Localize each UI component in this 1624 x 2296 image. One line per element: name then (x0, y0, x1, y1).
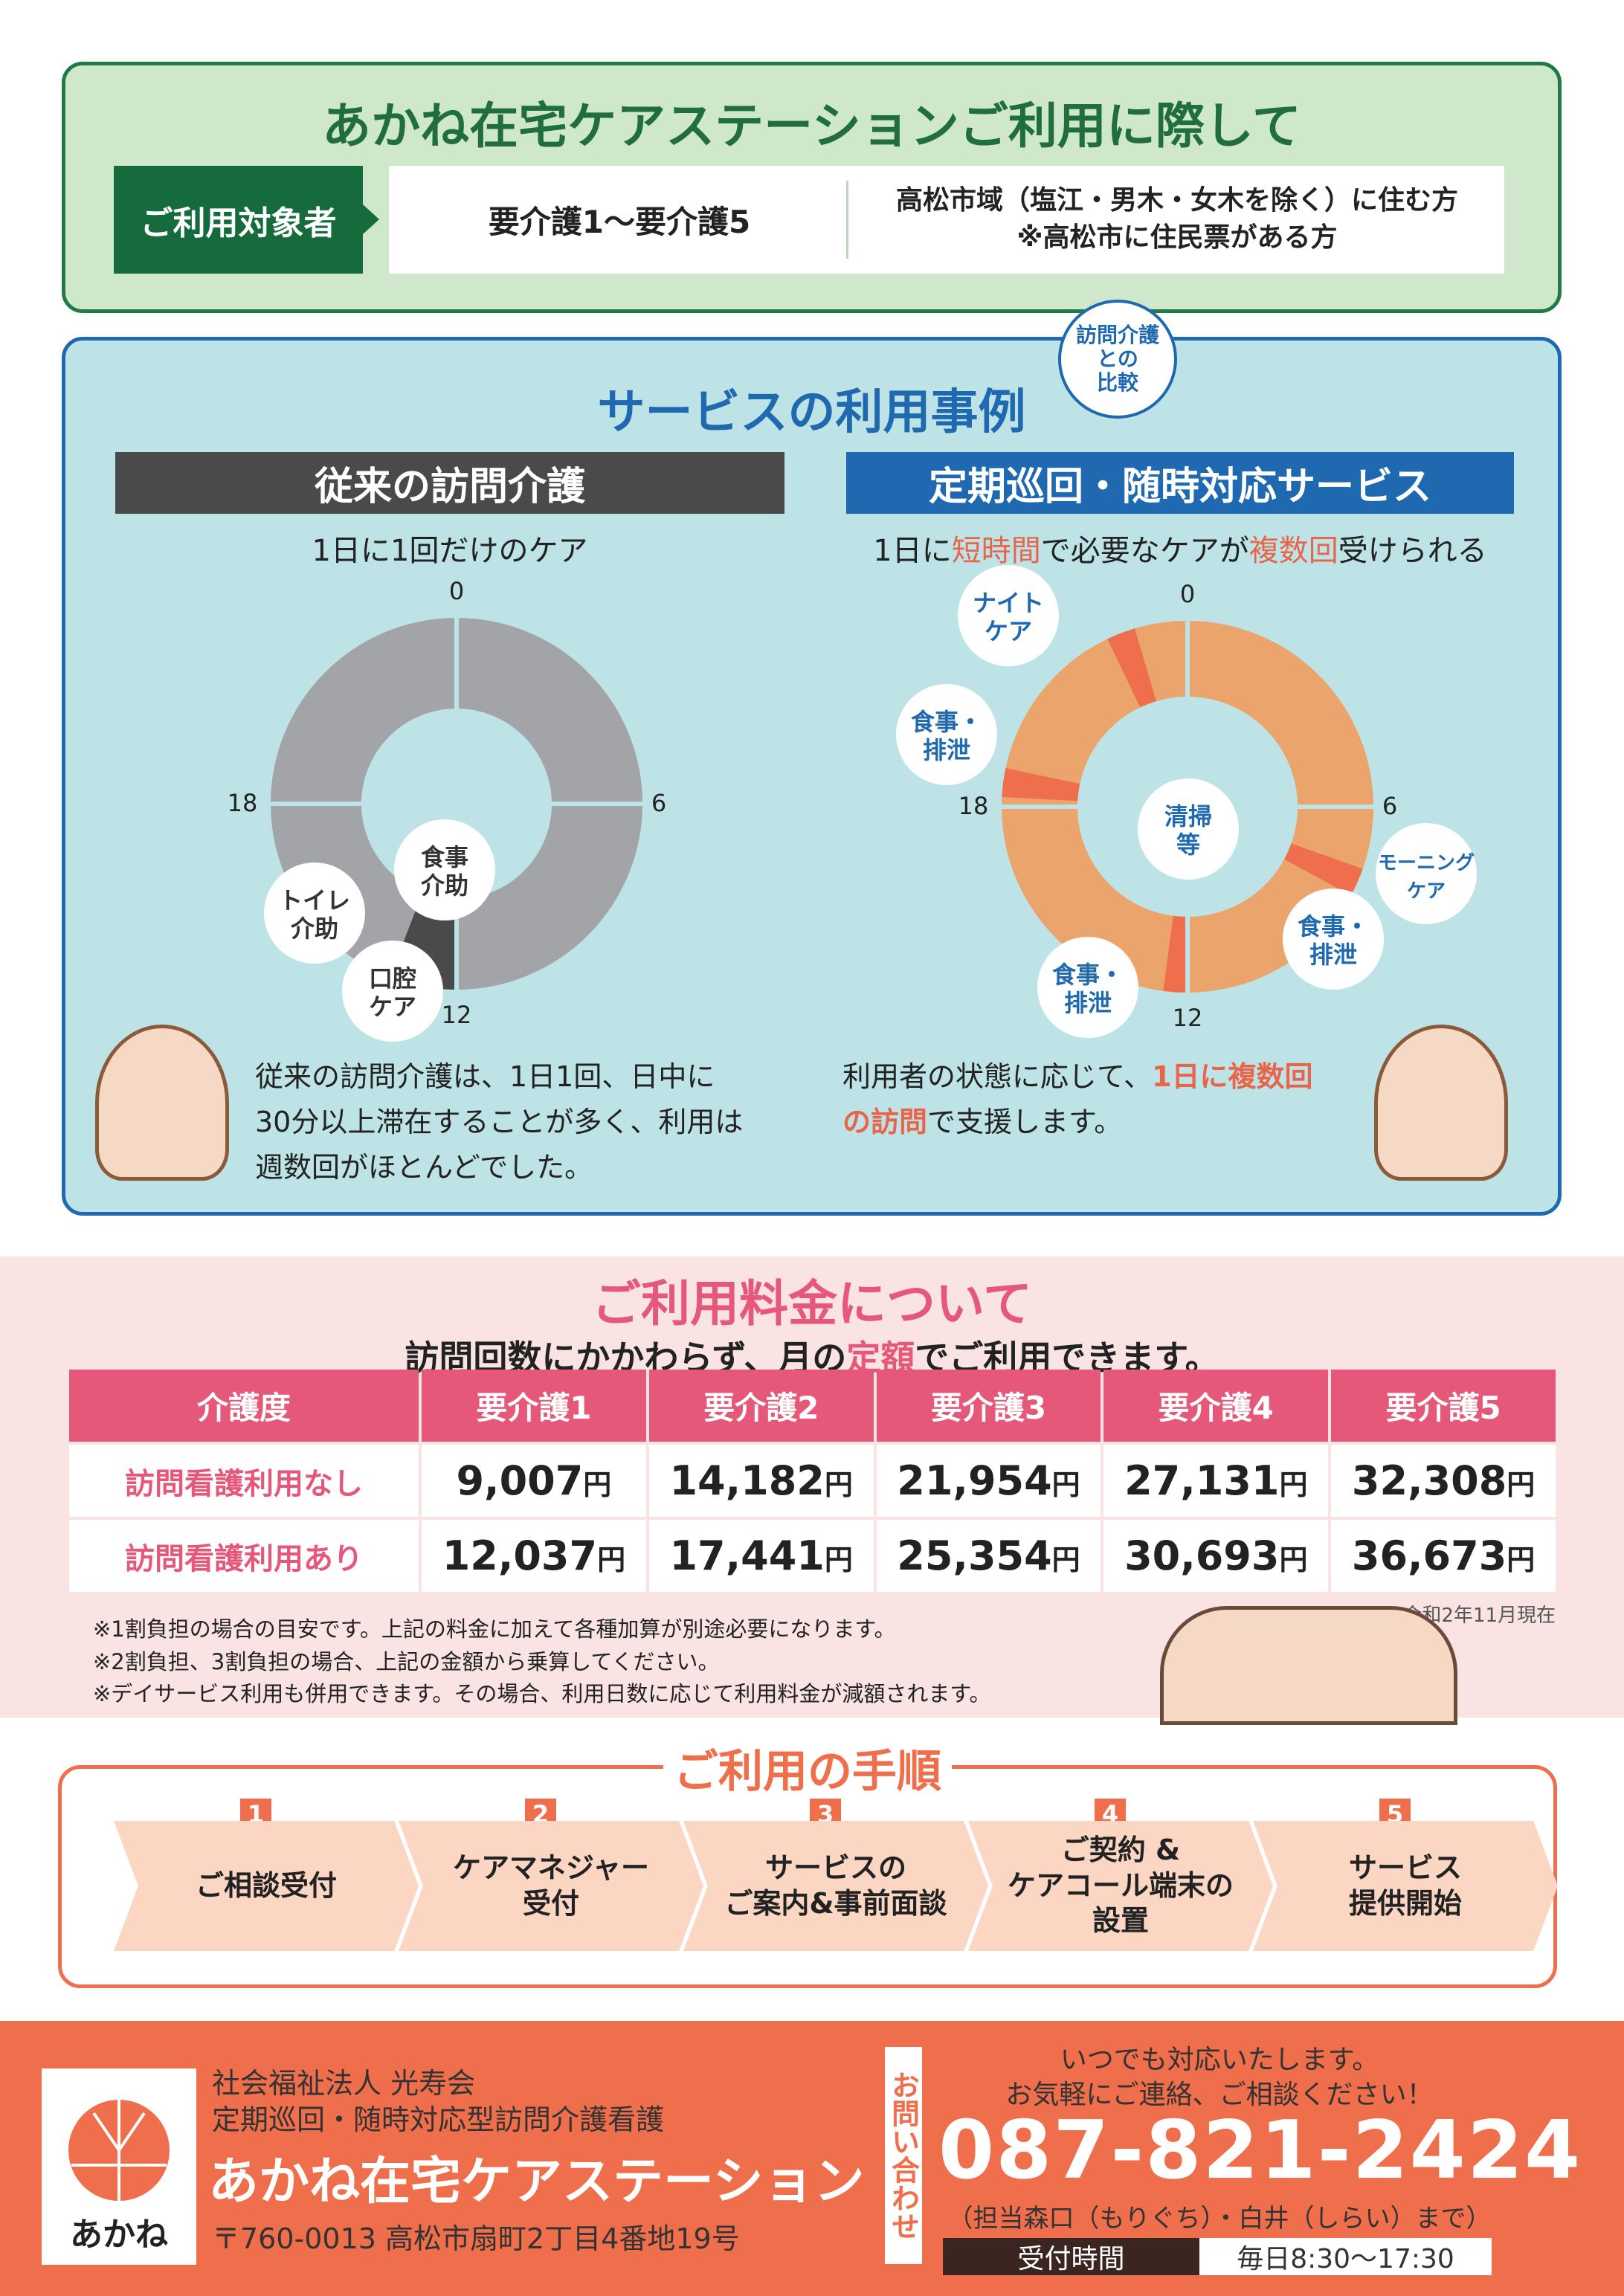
left-description: 従来の訪問介護は、1日1回、日中に 30分以上滞在することが多く、利用は 週数回がほ… (255, 1060, 744, 1184)
right-bubble-label: 食事・ (1052, 961, 1124, 989)
left-subtitle: 1日に1回だけのケア (312, 534, 588, 568)
pricing-section: ご利用料金について 訪問回数にかかわらず、月の定額でご利用できます。 介護度 要介… (0, 1257, 1624, 1725)
left-hour-tick: 12 (442, 1001, 472, 1029)
org-name: 社会福祉法人 光寿会 (212, 2067, 476, 2100)
left-speech-bubble (394, 819, 495, 920)
right-bubble-label: 排泄 (1064, 989, 1112, 1017)
address: 〒760-0013 高松市扇町2丁目4番地19号 (212, 2222, 740, 2255)
area-note: ※高松市に住民票がある方 (1016, 222, 1338, 254)
contact-persons: （担当森口（もりぐち）・白井（しらい）まで） (947, 2204, 1492, 2234)
right-bubble-label: 排泄 (1309, 941, 1357, 969)
right-bubble-label: 食事・ (1298, 912, 1369, 941)
pricing-title: ご利用料金について (591, 1275, 1033, 1332)
right-hour-tick: 0 (1180, 580, 1195, 608)
right-header: 定期巡回・随時対応サービス (846, 452, 1514, 514)
right-speech-bubble (958, 565, 1059, 666)
right-subtitle: 1日に短時間で必要なケアが複数回受けられる (873, 534, 1487, 568)
footer: あかね 社会福祉法人 光寿会 定期巡回・随時対応型訪問介護看護 あかね在宅ケアス… (0, 2021, 1624, 2296)
left-bubble-label: 口腔 (369, 964, 416, 993)
left-bubble-label: トイレ (279, 886, 350, 915)
smiling-woman-illustration (1374, 1025, 1508, 1181)
step-3: サービスの ご案内&事前面談 (683, 1821, 988, 1951)
right-care-segment (1107, 628, 1156, 708)
right-bubble-label: ケア (1407, 880, 1446, 903)
service-type: 定期巡回・随時対応型訪問介護看護 (212, 2103, 665, 2137)
contact-label: お問い合わせ (885, 2047, 922, 2264)
procedure-title: ご利用の手順 (663, 1735, 952, 1800)
right-bubble-label: ケア (985, 617, 1032, 645)
left-bubble-label: ケア (369, 993, 416, 1021)
left-bubble-label: 介助 (420, 871, 468, 900)
svg-text:あかね: あかね (70, 2216, 168, 2254)
table-header-row: 介護度 要介護1 要介護2 要介護3 要介護4 要介護5 (69, 1370, 1556, 1442)
right-care-segment (1002, 768, 1080, 802)
right-speech-bubble (1037, 937, 1138, 1038)
left-day-ring: 061218食事介助トイレ介助口腔ケア061218ナイトケア食事・排泄清掃等モー… (228, 565, 1477, 1042)
right-bubble-label: ナイト (973, 589, 1044, 617)
target-tag: ご利用対象者 (114, 166, 379, 274)
left-hour-tick: 18 (228, 789, 258, 817)
left-hour-tick: 0 (449, 577, 464, 605)
left-hour-tick: 6 (651, 789, 666, 817)
right-bubble-label: モーニング (1378, 852, 1475, 874)
hours-value: 毎日8:30～17:30 (1199, 2238, 1492, 2275)
step-5: サービス 提供開始 (1253, 1821, 1558, 1951)
phone-number[interactable]: 087-821-2424 (938, 2104, 1582, 2197)
eligibility-section: あかね在宅ケアステーションご利用に際して ご利用対象者 要介護1～要介護5 高松… (62, 62, 1562, 313)
right-speech-bubble (896, 684, 997, 785)
left-speech-bubble (342, 941, 443, 1042)
right-speech-bubble (1138, 778, 1239, 880)
target-info: 要介護1～要介護5 高松市域（塩江・男木・女木を除く）に住む方 ※高松市に住民票… (389, 166, 1504, 274)
step-1: ご相談受付 (114, 1821, 419, 1951)
right-bubble-label: 排泄 (923, 736, 970, 764)
right-description: 利用者の状態に応じて、1日に複数回 の訪問で支援します。 (842, 1060, 1313, 1138)
left-header: 従来の訪問介護 (115, 452, 784, 514)
step-2: ケアマネジャー 受付 (399, 1821, 703, 1951)
right-speech-bubble (1376, 823, 1477, 924)
right-care-segment (1284, 843, 1363, 896)
right-bubble-label: 食事・ (911, 708, 982, 736)
station-name: あかね在宅ケアステーション (208, 2152, 865, 2211)
eligibility-title: あかね在宅ケアステーションご利用に際して (322, 97, 1301, 155)
table-row: 訪問看護利用なし 9,007円 14,182円 21,954円 27,131円 32,30… (69, 1445, 1556, 1517)
service-title: サービスの利用事例 (597, 385, 1026, 440)
right-speech-bubble (1283, 889, 1384, 990)
left-bubble-label: 食事 (421, 843, 468, 871)
service-section: サービスの利用事例 訪問介護 との 比較 従来の訪問介護 定期巡回・随時対応サービス… (62, 300, 1562, 1216)
right-hour-tick: 18 (958, 792, 989, 820)
care-level: 要介護1～要介護5 (488, 204, 751, 240)
price-table: 介護度 要介護1 要介護2 要介護3 要介護4 要介護5 訪問看護利用なし 9,007円 14… (66, 1367, 1559, 1595)
pricing-notes: ※1割負担の場合の目安です。上記の料金に加えて各種加算が別途必要になります。 ※2… (93, 1616, 991, 1706)
staff-illustration (1160, 1606, 1457, 1725)
right-hour-tick: 12 (1173, 1004, 1203, 1032)
comparison-badge: 訪問介護 との 比較 (1058, 300, 1177, 419)
table-row: 訪問看護利用あり 12,037円 17,441円 25,354円 30,693円 36,6… (69, 1520, 1556, 1592)
akane-logo: あかね (42, 2068, 196, 2265)
area-line: 高松市域（塩江・男木・女木を除く）に住む方 (895, 185, 1458, 216)
step-4: ご契約 & ケアコール端末の 設置 (968, 1821, 1273, 1951)
hours-label: 受付時間 (943, 2238, 1199, 2275)
procedure-section: ご利用の手順 1 ご相談受付 2 ケアマネジャー 受付 3 サービスの ご案内&事前面談 4… (58, 1735, 1558, 1988)
right-bubble-label: 等 (1176, 831, 1200, 859)
right-care-segment (1163, 915, 1188, 993)
right-bubble-label: 清掃 (1164, 802, 1212, 831)
elderly-woman-illustration (95, 1025, 229, 1181)
left-speech-bubble (264, 862, 365, 964)
right-hour-tick: 6 (1382, 792, 1397, 820)
left-bubble-label: 介助 (290, 915, 338, 943)
